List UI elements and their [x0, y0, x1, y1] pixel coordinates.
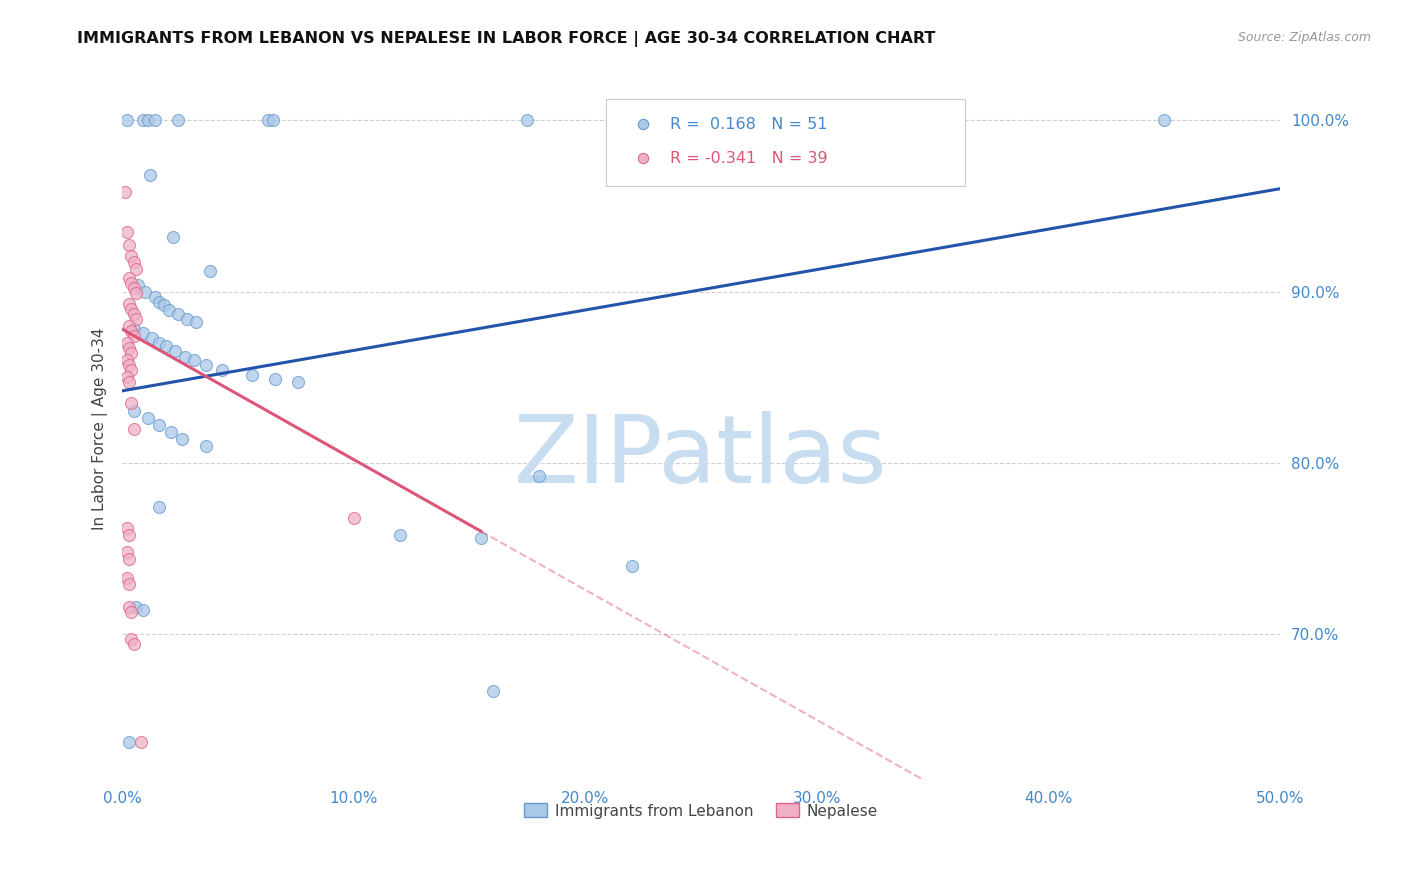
Point	[264, 372, 287, 386]
Point	[115, 521, 138, 535]
Point	[481, 683, 503, 698]
Point	[121, 248, 143, 262]
Point	[127, 277, 149, 292]
Point	[122, 421, 145, 435]
Point	[173, 350, 195, 364]
Point	[139, 168, 162, 182]
Point	[176, 312, 198, 326]
Text: R = -0.341   N = 39: R = -0.341 N = 39	[669, 151, 827, 166]
Point	[125, 312, 148, 326]
Point	[527, 469, 550, 483]
Point	[118, 376, 141, 390]
Point	[122, 307, 145, 321]
Point	[115, 545, 138, 559]
Point	[115, 353, 138, 368]
Point	[172, 432, 194, 446]
Point	[122, 322, 145, 336]
Point	[129, 735, 152, 749]
Point	[115, 570, 138, 584]
Point	[262, 113, 284, 128]
Point	[389, 527, 412, 541]
Point	[157, 303, 180, 318]
Point	[194, 439, 217, 453]
Point	[211, 363, 233, 377]
Point	[122, 637, 145, 651]
Point	[122, 255, 145, 269]
Point	[155, 339, 177, 353]
Point	[114, 185, 136, 199]
Point	[125, 262, 148, 277]
Point	[162, 229, 184, 244]
Point	[118, 735, 141, 749]
Point	[148, 500, 170, 515]
Point	[470, 531, 492, 545]
Point	[118, 577, 141, 591]
Point	[183, 353, 205, 368]
Point	[121, 396, 143, 410]
Point	[115, 113, 138, 128]
Point	[121, 301, 143, 316]
Point	[186, 315, 208, 329]
Point	[125, 286, 148, 301]
Point	[141, 331, 163, 345]
Point	[1153, 227, 1175, 242]
Point	[257, 113, 280, 128]
Point	[132, 326, 155, 340]
Point	[115, 225, 138, 239]
Point	[160, 425, 183, 439]
Point	[148, 418, 170, 433]
Point	[118, 551, 141, 566]
Point	[121, 605, 143, 619]
Point	[1153, 113, 1175, 128]
Point	[194, 358, 217, 372]
Point	[118, 358, 141, 372]
Point	[121, 632, 143, 647]
Point	[1153, 310, 1175, 325]
Point	[198, 264, 221, 278]
Text: Source: ZipAtlas.com: Source: ZipAtlas.com	[1237, 31, 1371, 45]
Point	[134, 285, 156, 299]
Point	[115, 370, 138, 384]
Point	[240, 368, 263, 383]
Point	[287, 376, 309, 390]
Point	[118, 270, 141, 285]
Point	[136, 113, 159, 128]
Point	[121, 276, 143, 290]
Point	[121, 324, 143, 338]
Point	[118, 296, 141, 310]
Point	[132, 113, 155, 128]
Legend: Immigrants from Lebanon, Nepalese: Immigrants from Lebanon, Nepalese	[517, 797, 884, 824]
Text: ZIPatlas: ZIPatlas	[515, 410, 887, 502]
Point	[125, 599, 148, 614]
Point	[143, 290, 166, 304]
Point	[121, 346, 143, 360]
FancyBboxPatch shape	[606, 98, 965, 186]
Point	[166, 307, 188, 321]
Point	[620, 558, 643, 573]
Point	[132, 603, 155, 617]
Point	[118, 599, 141, 614]
Point	[143, 113, 166, 128]
Point	[118, 318, 141, 333]
Point	[148, 335, 170, 350]
Point	[118, 527, 141, 541]
Text: IMMIGRANTS FROM LEBANON VS NEPALESE IN LABOR FORCE | AGE 30-34 CORRELATION CHART: IMMIGRANTS FROM LEBANON VS NEPALESE IN L…	[77, 31, 936, 47]
Point	[153, 298, 176, 312]
Point	[115, 335, 138, 350]
Point	[122, 404, 145, 418]
Point	[122, 329, 145, 343]
Point	[118, 238, 141, 252]
Point	[516, 113, 538, 128]
Point	[136, 411, 159, 425]
Text: R =  0.168   N = 51: R = 0.168 N = 51	[669, 117, 827, 132]
Point	[122, 281, 145, 295]
Point	[148, 294, 170, 309]
Point	[121, 363, 143, 377]
Point	[166, 113, 188, 128]
Point	[118, 341, 141, 355]
Point	[343, 510, 366, 524]
Y-axis label: In Labor Force | Age 30-34: In Labor Force | Age 30-34	[93, 327, 108, 530]
Point	[165, 344, 187, 359]
